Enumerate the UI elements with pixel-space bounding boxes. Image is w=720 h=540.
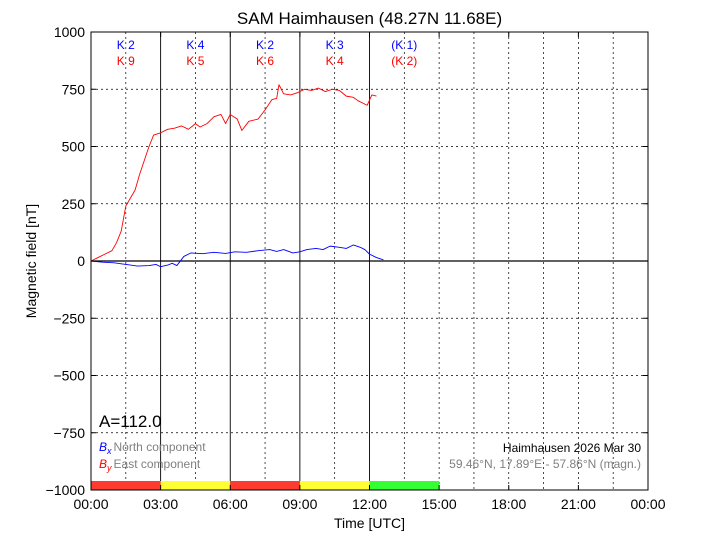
x-tick-label: 15:00: [422, 496, 457, 512]
chart-title: SAM Haimhausen (48.27N 11.68E): [237, 9, 502, 28]
legend-north-label: North component: [114, 440, 207, 454]
status-bar-segment: [91, 481, 161, 490]
info-coords: 59.46°N, 17.89°E - 57.86°N (magn.): [449, 457, 641, 471]
status-bar-segment: [160, 481, 231, 490]
tick-layer: 00:00 03:00 06:00 09:00 12:00 15:00 18:00 21:00…: [46, 24, 666, 512]
legend-north-symbol: B: [99, 440, 107, 454]
y-tick-label: −500: [53, 368, 85, 384]
x-tick-label: 21:00: [561, 496, 596, 512]
k-index-east: K 6: [256, 54, 274, 68]
legend: Bx North component By East component: [99, 440, 206, 473]
y-tick-label: −1000: [46, 482, 86, 498]
y-tick-label: 250: [62, 196, 86, 212]
x-tick-label: 00:00: [630, 496, 665, 512]
legend-north: Bx North component: [99, 440, 206, 456]
y-tick-label: 750: [62, 81, 86, 97]
k-index-north: K 2: [256, 38, 274, 52]
status-bar-segment: [230, 481, 300, 490]
k-index-east: K 9: [117, 54, 135, 68]
status-bar-segment: [369, 481, 440, 490]
series-layer: [90, 84, 384, 268]
y-tick-label: 0: [77, 253, 85, 269]
legend-east-subscript: y: [106, 463, 112, 473]
x-tick-label: 00:00: [73, 496, 108, 512]
k-index-north: K 4: [186, 38, 204, 52]
legend-east-symbol: B: [99, 457, 107, 471]
y-tick-label: −250: [53, 310, 85, 326]
info-station: Haimhausen 2026 Mar 30: [503, 441, 641, 455]
x-tick-label: 09:00: [282, 496, 317, 512]
k-index-east: (K 2): [391, 54, 417, 68]
k-index-east: K 5: [186, 54, 204, 68]
k-index-north: K 3: [326, 38, 344, 52]
k-index-east: K 4: [326, 54, 344, 68]
grid-layer: [91, 32, 648, 490]
series-east-line: [90, 84, 377, 262]
y-tick-label: −750: [53, 425, 85, 441]
y-axis-label: Magnetic field [nT]: [23, 204, 39, 318]
legend-north-subscript: x: [106, 446, 112, 456]
a-index-label: A=112.0: [99, 412, 162, 431]
x-tick-label: 12:00: [352, 496, 387, 512]
k-index-north: (K 1): [391, 38, 417, 52]
x-tick-label: 18:00: [491, 496, 526, 512]
x-tick-label: 03:00: [143, 496, 178, 512]
x-axis-label: Time [UTC]: [334, 515, 405, 531]
y-tick-label: 500: [62, 139, 86, 155]
status-bar: [91, 481, 440, 490]
x-tick-label: 06:00: [213, 496, 248, 512]
legend-east-label: East component: [114, 457, 201, 471]
k-index-layer: K 2 K 9 K 4 K 5 K 2 K 6 K 3 K 4 (K 1) (K 2): [117, 38, 418, 68]
series-north-line: [90, 244, 384, 268]
legend-east: By East component: [99, 457, 201, 473]
y-tick-label: 1000: [54, 24, 85, 40]
k-index-north: K 2: [117, 38, 135, 52]
status-bar-segment: [299, 481, 370, 490]
